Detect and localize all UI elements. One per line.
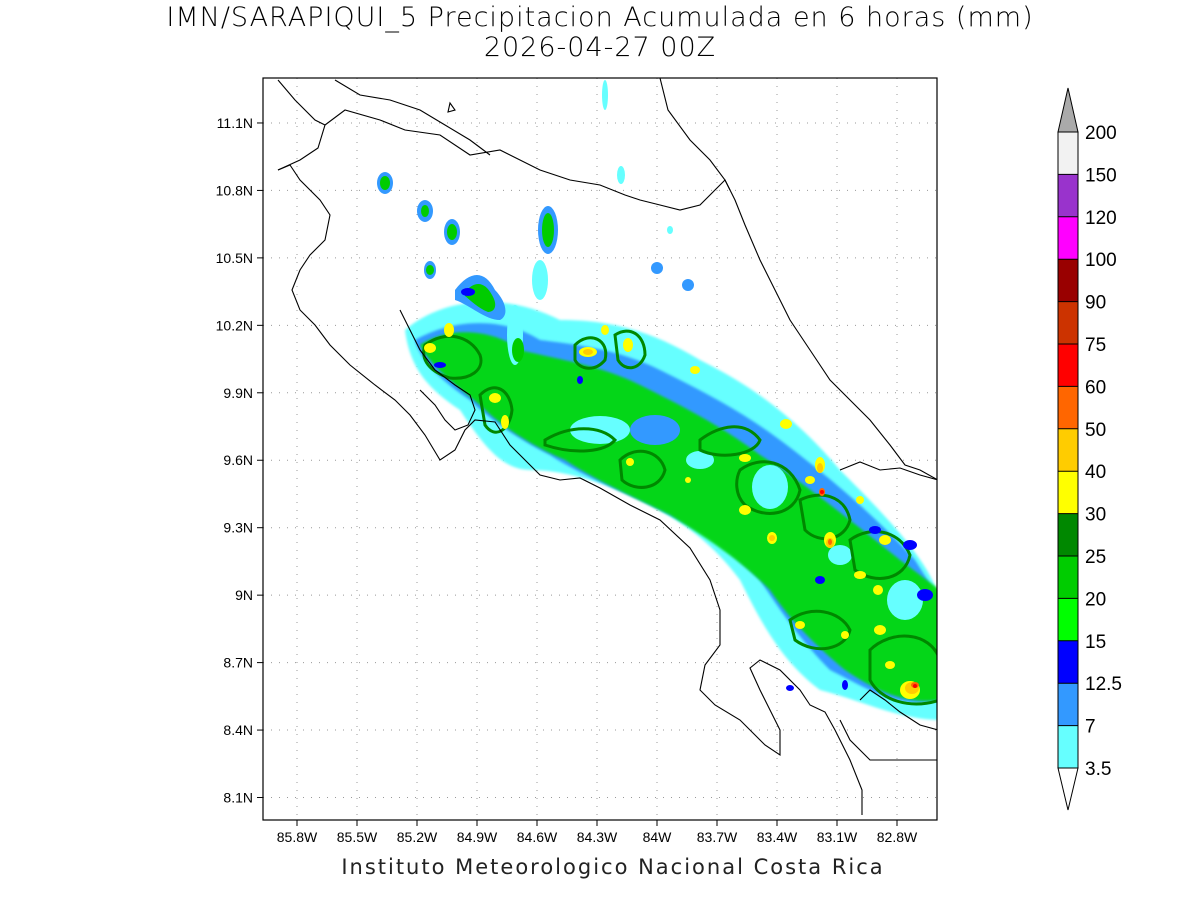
x-tick-label: 84.3W bbox=[577, 829, 618, 845]
colorbar-segment bbox=[1058, 386, 1078, 429]
y-tick-label: 10.5N bbox=[216, 250, 253, 266]
colorbar-segment bbox=[1058, 471, 1078, 514]
y-tick-label: 8.7N bbox=[223, 655, 253, 671]
x-tick-label: 85.8W bbox=[277, 829, 318, 845]
colorbar-label: 90 bbox=[1085, 293, 1106, 314]
colorbar-segment bbox=[1058, 216, 1078, 260]
y-tick-label: 9.6N bbox=[223, 452, 253, 468]
x-tick-label: 83.1W bbox=[817, 829, 858, 845]
colorbar-segment bbox=[1058, 259, 1078, 302]
y-tick-label: 11.1N bbox=[217, 115, 253, 131]
colorbar-top-arrow bbox=[1057, 87, 1079, 133]
colorbar-segment bbox=[1058, 556, 1078, 599]
x-tick-label: 84.9W bbox=[457, 829, 498, 845]
footer-credit: Instituto Meteorologico Nacional Costa R… bbox=[341, 855, 885, 879]
map-subtitle: 2026-04-27 00Z bbox=[483, 32, 717, 63]
y-tick-label: 9.3N bbox=[223, 520, 253, 536]
colorbar-label: 7 bbox=[1085, 717, 1096, 738]
x-tick-label: 83.4W bbox=[757, 829, 798, 845]
x-tick-label: 83.7W bbox=[697, 829, 738, 845]
x-axis: 85.8W 85.5W 85.2W 84.9W 84.6W 84.3W 84W 83.7W 83… bbox=[277, 820, 918, 845]
y-tick-label: 9N bbox=[235, 587, 253, 603]
y-tick-label: 9.9N bbox=[223, 385, 253, 401]
colorbar-segment bbox=[1058, 344, 1078, 387]
colorbar-label: 60 bbox=[1085, 377, 1106, 398]
colorbar-label: 25 bbox=[1085, 547, 1106, 568]
colorbar: 3.5 7 12.5 15 20 25 30 40 50 60 75 90 100 120 150 200 bbox=[1057, 87, 1122, 811]
colorbar-label: 75 bbox=[1085, 335, 1106, 356]
precipitation-field bbox=[377, 80, 937, 720]
colorbar-label: 20 bbox=[1085, 589, 1106, 610]
colorbar-segment bbox=[1058, 301, 1078, 344]
y-tick-label: 8.1N bbox=[223, 790, 253, 806]
colorbar-segment bbox=[1058, 513, 1078, 556]
x-tick-label: 84.6W bbox=[517, 829, 558, 845]
colorbar-segment bbox=[1058, 725, 1078, 768]
y-axis: 11.1N 10.8N 10.5N 10.2N 9.9N 9.6N 9.3N 9N 8.7N 8.… bbox=[216, 115, 263, 806]
colorbar-segment bbox=[1058, 428, 1078, 472]
y-tick-label: 10.8N bbox=[216, 182, 253, 198]
colorbar-segment bbox=[1058, 132, 1078, 175]
colorbar-segment bbox=[1058, 683, 1078, 726]
colorbar-label: 15 bbox=[1085, 632, 1106, 653]
x-tick-label: 85.2W bbox=[397, 829, 438, 845]
colorbar-label: 40 bbox=[1085, 462, 1106, 483]
colorbar-label: 50 bbox=[1085, 420, 1106, 441]
colorbar-segment bbox=[1058, 174, 1078, 217]
colorbar-bottom-arrow bbox=[1057, 767, 1079, 811]
x-tick-label: 85.5W bbox=[337, 829, 378, 845]
map-title: IMN/SARAPIQUI_5 Precipitacion Acumulada … bbox=[166, 2, 1034, 33]
y-tick-label: 10.2N bbox=[216, 317, 253, 333]
colorbar-segment bbox=[1058, 598, 1078, 641]
colorbar-label: 120 bbox=[1085, 208, 1117, 229]
coastlines-borders bbox=[277, 78, 937, 815]
colorbar-segment bbox=[1058, 640, 1078, 684]
colorbar-label: 3.5 bbox=[1085, 759, 1111, 780]
x-tick-label: 84W bbox=[643, 829, 673, 845]
colorbar-label: 12.5 bbox=[1085, 674, 1122, 695]
x-tick-label: 82.8W bbox=[877, 829, 918, 845]
colorbar-label: 200 bbox=[1085, 123, 1117, 144]
map-frame bbox=[262, 77, 938, 821]
colorbar-label: 30 bbox=[1085, 505, 1106, 526]
y-tick-label: 8.4N bbox=[223, 722, 253, 738]
colorbar-label: 100 bbox=[1085, 250, 1117, 271]
colorbar-label: 150 bbox=[1085, 165, 1117, 186]
